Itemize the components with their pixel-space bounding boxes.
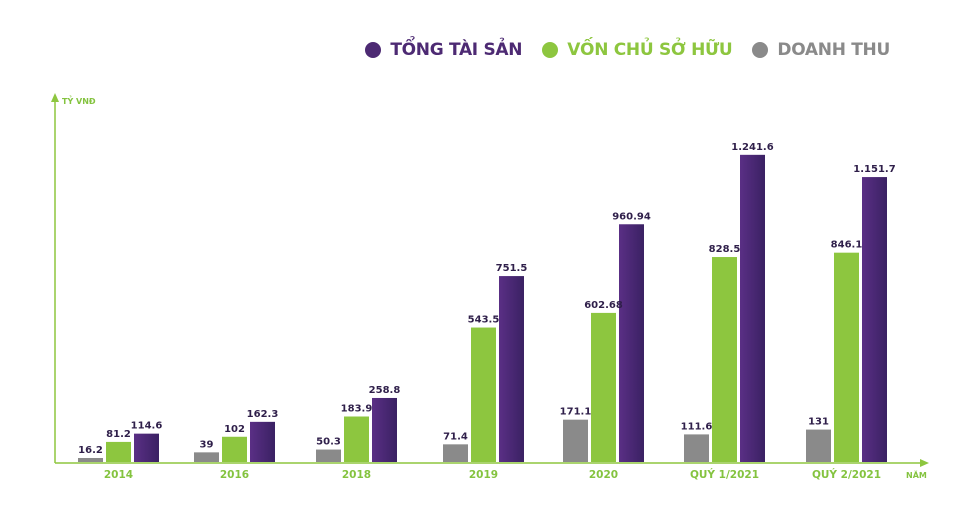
- bar-equity: [712, 257, 737, 462]
- x-tick-label: 2016: [220, 469, 249, 481]
- value-label-revenue: 111.6: [681, 421, 713, 432]
- x-axis-title: NĂM: [906, 469, 927, 480]
- bar-equity: [222, 436, 247, 462]
- bar-total-assets: [619, 224, 644, 462]
- value-label-revenue: 39: [200, 439, 214, 450]
- bar-revenue: [443, 444, 468, 462]
- x-axis-arrow-icon: [920, 459, 929, 467]
- bar-total-assets: [372, 397, 397, 462]
- value-label-equity: 602.68: [584, 300, 623, 311]
- x-tick-label: 2014: [104, 469, 133, 481]
- value-label-total-assets: 162.3: [247, 409, 279, 420]
- legend-label-revenue: DOANH THU: [777, 40, 890, 60]
- value-label-equity: 183.9: [341, 404, 373, 415]
- value-label-total-assets: 114.6: [131, 421, 163, 432]
- x-tick-label: QUÝ 2/2021: [812, 468, 881, 481]
- x-tick-label: 2020: [589, 469, 618, 481]
- x-tick-labels-group: 2014 2016 2018 2019 2020 QUÝ 1/2021 QUÝ 2/2021: [104, 468, 881, 481]
- bar-total-assets: [740, 154, 765, 462]
- bars-group: [78, 154, 887, 462]
- value-label-revenue: 171.1: [560, 407, 592, 418]
- x-tick-label: 2018: [342, 469, 371, 481]
- value-label-total-assets: 960.94: [612, 211, 651, 222]
- value-label-equity: 81.2: [106, 429, 131, 440]
- x-tick-label: QUÝ 1/2021: [690, 468, 759, 481]
- equity-dot-icon: [542, 42, 559, 58]
- bar-equity: [106, 441, 131, 462]
- legend: TỔNG TÀI SẢN VỐN CHỦ SỞ HỮU DOANH THU: [365, 40, 890, 60]
- value-label-equity: 543.5: [468, 315, 500, 326]
- value-label-revenue: 16.2: [78, 445, 103, 456]
- y-axis-title: TỶ VNĐ: [62, 95, 96, 106]
- bar-revenue: [316, 449, 341, 462]
- value-label-revenue: 71.4: [443, 431, 468, 442]
- value-label-revenue: 50.3: [316, 437, 341, 448]
- value-label-total-assets: 1.151.7: [853, 164, 895, 175]
- bar-total-assets: [499, 276, 524, 462]
- bar-revenue: [563, 419, 588, 462]
- total-assets-dot-icon: [365, 42, 382, 58]
- legend-label-total-assets: TỔNG TÀI SẢN: [390, 40, 523, 60]
- value-label-revenue: 131: [808, 417, 829, 428]
- legend-label-equity: VỐN CHỦ SỞ HỮU: [567, 40, 733, 60]
- value-label-equity: 846.1: [831, 240, 863, 251]
- bar-revenue: [684, 434, 709, 462]
- bar-total-assets: [862, 177, 887, 462]
- value-label-total-assets: 258.8: [369, 385, 401, 396]
- bar-revenue: [194, 452, 219, 462]
- value-label-total-assets: 751.5: [496, 263, 528, 274]
- bar-total-assets: [250, 421, 275, 462]
- bar-equity: [834, 252, 859, 462]
- y-axis-arrow-icon: [51, 93, 59, 102]
- legend-item-revenue: DOANH THU: [752, 40, 890, 60]
- revenue-dot-icon: [752, 42, 769, 58]
- bar-revenue: [806, 429, 831, 462]
- bar-total-assets: [134, 433, 159, 462]
- value-label-equity: 102: [224, 424, 245, 435]
- bar-equity: [471, 327, 496, 462]
- value-label-total-assets: 1.241.6: [731, 142, 773, 153]
- legend-item-equity: VỐN CHỦ SỞ HỮU: [542, 40, 733, 60]
- value-label-equity: 828.5: [709, 244, 741, 255]
- bar-equity: [344, 416, 369, 462]
- bar-revenue: [78, 457, 103, 462]
- x-tick-label: 2019: [469, 469, 498, 481]
- bar-equity: [591, 312, 616, 462]
- legend-item-total-assets: TỔNG TÀI SẢN: [365, 40, 522, 60]
- axes: TỶ VNĐ NĂM: [51, 93, 929, 480]
